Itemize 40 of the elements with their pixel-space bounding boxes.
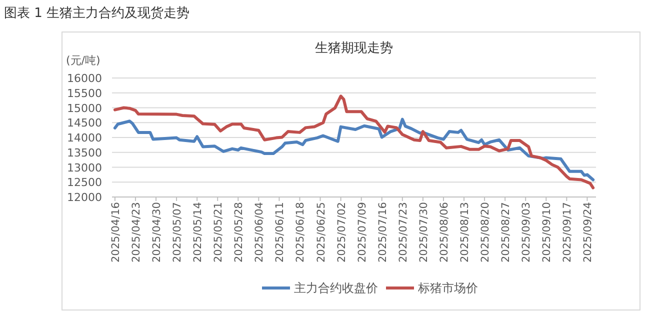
y-tick-label: 14500 bbox=[67, 116, 102, 130]
x-tick-label: 2025/05/14 bbox=[192, 202, 204, 263]
x-tick-label: 2025/05/07 bbox=[172, 202, 184, 263]
x-tick-label: 2025/06/18 bbox=[294, 202, 307, 263]
y-tick-label: 14000 bbox=[67, 132, 102, 144]
y-tick-label: 16000 bbox=[67, 72, 102, 85]
x-tick-label: 2025/08/13 bbox=[459, 202, 471, 263]
x-tick-label: 2025/04/30 bbox=[151, 202, 163, 263]
x-tick-label: 2025/09/24 bbox=[582, 202, 594, 263]
x-tick-label: 2025/06/25 bbox=[315, 202, 328, 263]
y-tick-label: 15000 bbox=[67, 102, 102, 115]
y-axis-title: (元/吨) bbox=[66, 54, 100, 67]
x-tick-label: 2025/06/04 bbox=[254, 202, 266, 263]
legend-label: 标猪市场价 bbox=[417, 281, 478, 295]
x-tick-label: 2025/08/06 bbox=[438, 202, 450, 263]
y-tick-label: 13000 bbox=[67, 161, 102, 174]
x-tick-label: 2025/09/17 bbox=[562, 202, 574, 263]
line-series bbox=[113, 94, 595, 190]
x-tick-label: 2025/07/23 bbox=[397, 202, 410, 263]
x-tick-label: 2025/07/09 bbox=[356, 202, 368, 263]
y-tick-label: 13500 bbox=[67, 146, 102, 160]
chart-title: 图表 1 生猪主力合约及现货走势 bbox=[4, 5, 190, 21]
x-tick-label: 2025/07/02 bbox=[336, 202, 348, 263]
x-tick-label: 2025/08/20 bbox=[480, 202, 492, 263]
x-tick-label: 2025/09/03 bbox=[520, 202, 533, 263]
line-series bbox=[113, 118, 595, 182]
x-tick-label: 2025/07/30 bbox=[418, 202, 430, 263]
x-tick-label: 2025/07/16 bbox=[376, 202, 389, 263]
x-tick-label: 2025/05/28 bbox=[233, 202, 246, 263]
legend-label: 主力合约收盘价 bbox=[294, 281, 378, 295]
x-tick-label: 2025/09/10 bbox=[541, 202, 554, 263]
y-tick-label: 15500 bbox=[67, 86, 102, 100]
x-tick-label: 2025/06/11 bbox=[274, 202, 286, 263]
x-tick-label: 2025/08/27 bbox=[500, 202, 512, 263]
x-tick-label: 2025/04/23 bbox=[130, 202, 142, 263]
chart-subtitle: 生猪期现走势 bbox=[315, 41, 393, 56]
x-tick-label: 2025/04/16 bbox=[110, 202, 122, 263]
x-tick-label: 2025/05/21 bbox=[212, 202, 225, 263]
y-tick-label: 12000 bbox=[67, 191, 102, 204]
y-tick-label: 12500 bbox=[67, 176, 102, 190]
